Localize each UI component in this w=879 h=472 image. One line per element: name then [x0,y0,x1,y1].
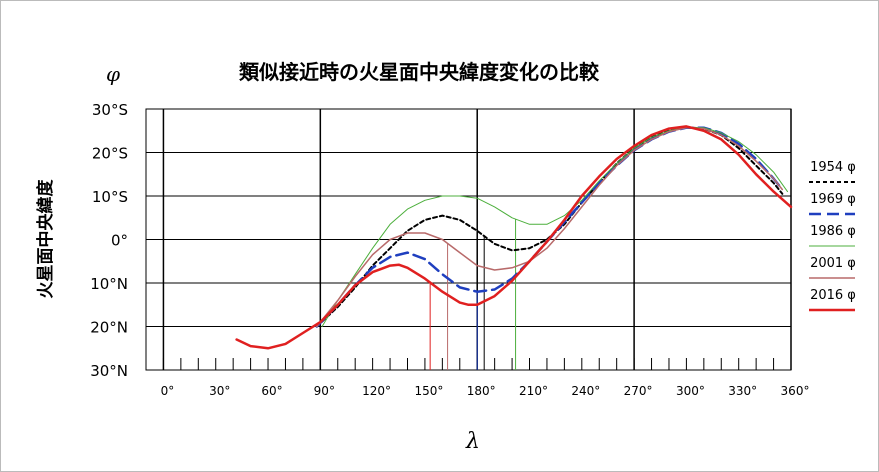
x-tick-label: 90° [314,384,335,398]
y-tick-label: 20°N [90,319,128,337]
y-tick-label: 10°N [90,275,128,293]
legend-label: 2001 φ [810,256,856,271]
legend-label: 2016 φ [810,288,856,303]
y-tick-label: 30°S [92,101,128,119]
x-tick-label: 0° [161,384,175,398]
x-tick-label: 60° [261,384,282,398]
series-line-1969 [315,126,784,328]
x-tick-label: 30° [209,384,230,398]
x-tick-label: 240° [571,384,600,398]
x-tick-label: 330° [728,384,757,398]
legend-label: 1969 φ [810,192,856,207]
y-tick-label: 20°S [92,145,128,163]
legend: 1954 φ 1969 φ 1986 φ 2001 φ 2016 φ [809,160,856,312]
series-line-2016 [235,125,793,350]
series-line-1954 [315,126,784,328]
x-tick-label: 120° [362,384,391,398]
chart-title: 類似接近時の火星面中央緯度変化の比較 [239,60,600,84]
y-axis-symbol: φ [106,62,120,86]
y-axis-label: 火星面中央緯度 [35,179,56,299]
x-tick-label: 150° [414,384,443,398]
x-axis-label: λ [465,429,480,454]
series-line-2001 [316,126,784,328]
x-tick-label: 180° [467,384,496,398]
x-tick-label: 270° [624,384,653,398]
legend-label: 1954 φ [810,160,856,175]
x-tick-label: 360° [781,384,810,398]
y-tick-label: 10°S [92,188,128,206]
plot-area: 30°S 20°S 10°S 0° 10°N 20°N 30°N 0° 30° 60° 90° 120… [90,101,809,398]
legend-label: 1986 φ [810,224,856,239]
x-tick-label: 210° [519,384,548,398]
y-tick-label: 0° [111,232,128,250]
series-line-1986 [321,126,788,327]
x-tick-label: 300° [676,384,705,398]
y-tick-label: 30°N [90,362,128,380]
